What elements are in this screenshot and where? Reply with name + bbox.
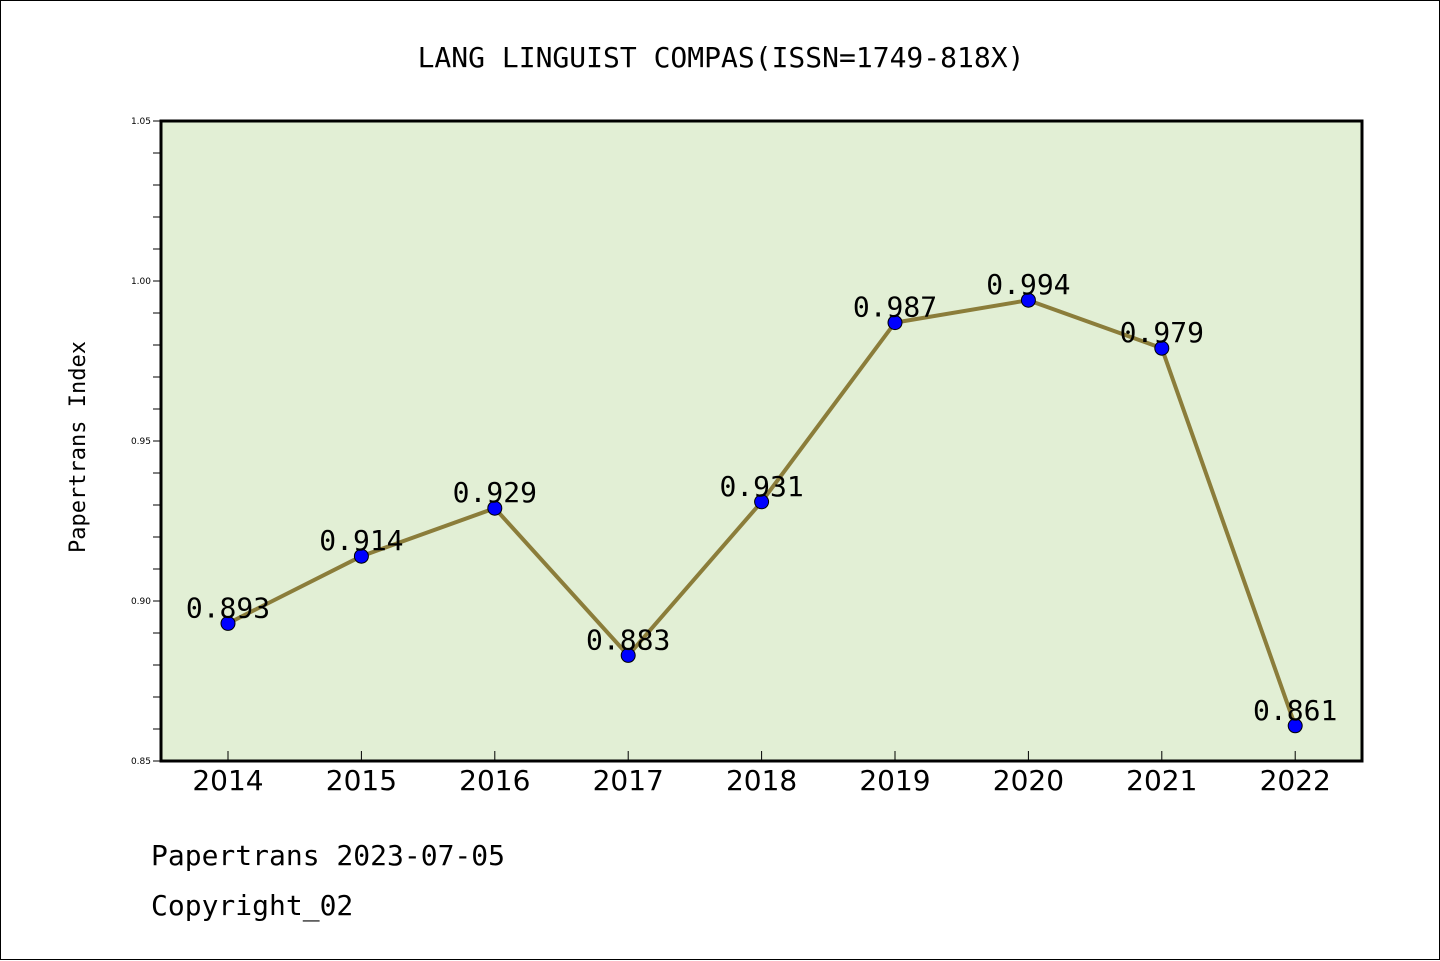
x-tick-label: 2015 <box>326 764 397 797</box>
x-tick-label: 2022 <box>1260 764 1331 797</box>
data-label: 0.861 <box>1253 694 1337 727</box>
data-labels: 0.893 0.914 0.929 0.883 0.931 0.987 0.994 0.979… <box>186 268 1337 727</box>
data-label: 0.931 <box>719 470 803 503</box>
data-label: 0.929 <box>453 476 537 509</box>
data-label: 0.994 <box>986 268 1070 301</box>
data-point <box>620 647 636 663</box>
footer-date: Papertrans 2023-07-05 <box>151 839 505 872</box>
data-label: 0.914 <box>319 524 403 557</box>
y-tick-label: 1.05 <box>131 117 151 127</box>
chart-title: LANG LINGUIST COMPAS(ISSN=1749-818X) <box>418 41 1025 74</box>
data-point <box>887 315 903 331</box>
data-point <box>754 494 770 510</box>
x-tick-label: 2020 <box>993 764 1064 797</box>
footer-copyright: Copyright_02 <box>151 889 353 923</box>
data-point <box>220 615 236 631</box>
data-point <box>487 500 503 516</box>
y-tick-label: 0.85 <box>131 757 151 767</box>
x-tick-label: 2021 <box>1126 764 1197 797</box>
data-label: 0.883 <box>586 623 670 656</box>
x-axis: 2014 2015 2016 2017 2018 2019 2020 2021 2022 <box>192 751 1331 797</box>
data-point <box>1154 340 1170 356</box>
y-axis-label: Papertrans Index <box>66 341 91 553</box>
y-axis: 0.85 0.90 0.95 1.00 1.05 <box>131 117 161 767</box>
data-label: 0.979 <box>1120 316 1204 349</box>
plot-area <box>159 119 1364 763</box>
x-tick-label: 2018 <box>726 764 797 797</box>
y-tick-label: 1.00 <box>131 277 151 287</box>
data-label: 0.893 <box>186 591 270 624</box>
data-label: 0.987 <box>853 291 937 324</box>
series-markers <box>220 292 1303 734</box>
x-tick-label: 2017 <box>593 764 664 797</box>
x-tick-label: 2014 <box>192 764 263 797</box>
y-tick-label: 0.90 <box>131 597 151 607</box>
x-tick-label: 2016 <box>459 764 530 797</box>
y-tick-label: 0.95 <box>131 437 151 447</box>
data-point <box>353 548 369 564</box>
data-point <box>1287 718 1303 734</box>
data-point <box>1020 292 1036 308</box>
x-tick-label: 2019 <box>859 764 930 797</box>
